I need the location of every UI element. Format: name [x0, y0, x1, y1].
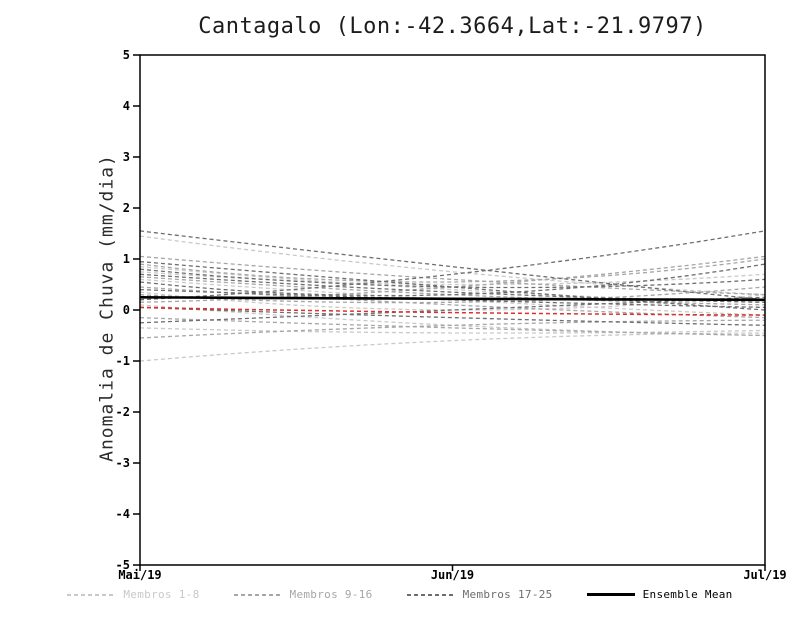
legend-item-membros-9-16: Membros 9-16	[233, 588, 373, 601]
legend-item-ensemble-mean: Ensemble Mean	[586, 588, 733, 601]
series-member-12	[139, 255, 766, 303]
series-member-16	[139, 286, 766, 304]
y-tick-label: -3	[116, 456, 130, 470]
y-tick-label: -1	[116, 354, 130, 368]
series-member-23	[139, 296, 766, 324]
series-member-06	[139, 327, 766, 334]
y-tick-label: 1	[123, 252, 130, 266]
y-tick-label: -2	[116, 405, 130, 419]
series-member-24	[139, 288, 766, 309]
series-member-04	[139, 291, 766, 311]
series-member-10	[139, 258, 766, 283]
legend-line-sample-membros-9-16	[233, 593, 282, 596]
y-tick-label: 0	[123, 303, 130, 317]
y-tick-label: -5	[116, 558, 130, 572]
legend-label-membros-17-25: Membros 17-25	[462, 588, 553, 601]
x-tick-label: Mai/19	[118, 568, 161, 582]
x-tick-label: Jun/19	[431, 568, 474, 582]
series-member-08	[139, 235, 766, 296]
legend-line-sample-membros-1-8	[67, 593, 116, 596]
series-member-02	[139, 332, 766, 362]
legend: Membros 1-8 Membros 9-16 Membros 17-25 E…	[0, 588, 800, 601]
series-member-25	[139, 268, 766, 289]
series-member-03	[139, 278, 766, 316]
legend-label-ensemble-mean: Ensemble Mean	[642, 588, 733, 601]
legend-line-sample-ensemble-mean	[586, 593, 635, 596]
series-member-07	[139, 271, 766, 286]
chart-title: Cantagalo (Lon:-42.3664,Lat:-21.9797)	[198, 14, 707, 39]
series-control	[139, 306, 766, 316]
y-tick-label: -4	[116, 507, 130, 521]
series-member-15	[139, 319, 766, 339]
y-tick-label: 5	[123, 48, 130, 62]
legend-label-membros-1-8: Membros 1-8	[123, 588, 200, 601]
y-tick-label: 2	[123, 201, 130, 215]
series-member-22	[139, 306, 766, 326]
series-member-09	[139, 255, 766, 296]
y-tick-label: 3	[123, 150, 130, 164]
y-tick-label: 4	[123, 99, 130, 113]
legend-item-membros-17-25: Membros 17-25	[406, 588, 553, 601]
legend-label-membros-9-16: Membros 9-16	[289, 588, 373, 601]
series-member-11	[139, 276, 766, 306]
x-tick-label: Jul/19	[743, 568, 786, 582]
series-ensemble-mean	[139, 296, 766, 302]
series-member-20	[139, 263, 766, 297]
legend-line-sample-membros-17-25	[406, 593, 455, 596]
series-member-13	[139, 316, 766, 337]
legend-item-membros-1-8: Membros 1-8	[67, 588, 199, 601]
